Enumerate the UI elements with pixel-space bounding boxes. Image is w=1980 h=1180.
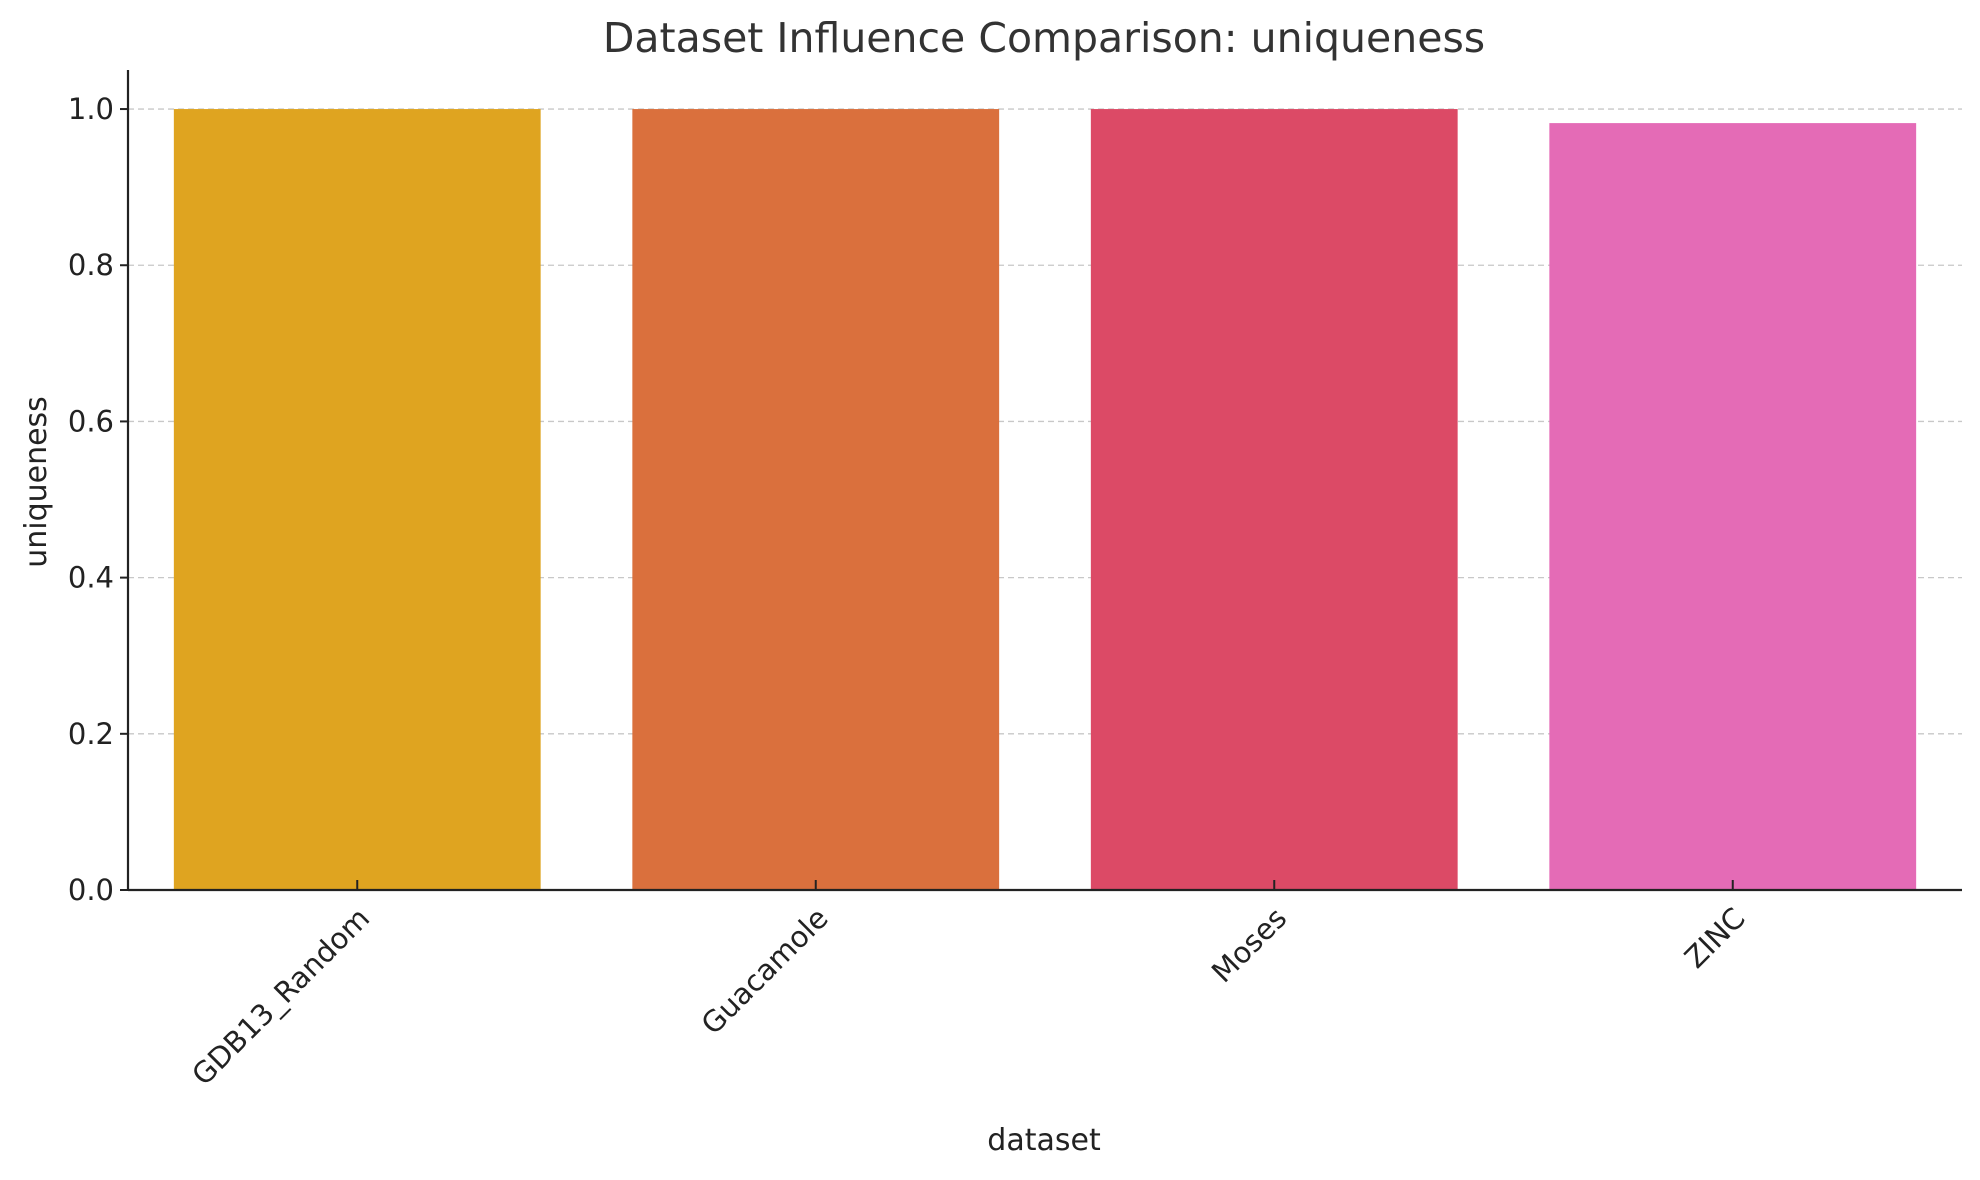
- y-tick-label: 0.8: [68, 248, 114, 282]
- x-axis-label: dataset: [987, 1123, 1101, 1158]
- chart-title: Dataset Influence Comparison: uniqueness: [603, 14, 1485, 62]
- bar-guacamole: [632, 109, 1000, 891]
- x-tick-label: GDB13_Random: [185, 901, 376, 1092]
- y-tick-label: 0.2: [68, 717, 114, 751]
- bar-gdb13-random: [173, 109, 541, 891]
- bar-zinc: [1549, 123, 1917, 891]
- y-tick-label: 0.4: [68, 561, 114, 595]
- y-axis-ticks: 0.0 0.2 0.4 0.6 0.8 1.0: [68, 92, 128, 907]
- x-axis-ticks: GDB13_Random Guacamole Moses ZINC: [185, 880, 1752, 1092]
- y-axis-label: uniqueness: [19, 396, 54, 568]
- x-tick-label: ZINC: [1678, 901, 1752, 975]
- y-tick-label: 0.0: [68, 873, 114, 907]
- x-tick-label: Guacamole: [695, 901, 835, 1041]
- bars: [173, 109, 1917, 891]
- y-tick-label: 1.0: [68, 92, 114, 126]
- x-tick-label: Moses: [1205, 901, 1293, 989]
- bar-moses: [1090, 109, 1458, 891]
- axes: [126, 70, 1962, 892]
- y-tick-label: 0.6: [68, 404, 114, 438]
